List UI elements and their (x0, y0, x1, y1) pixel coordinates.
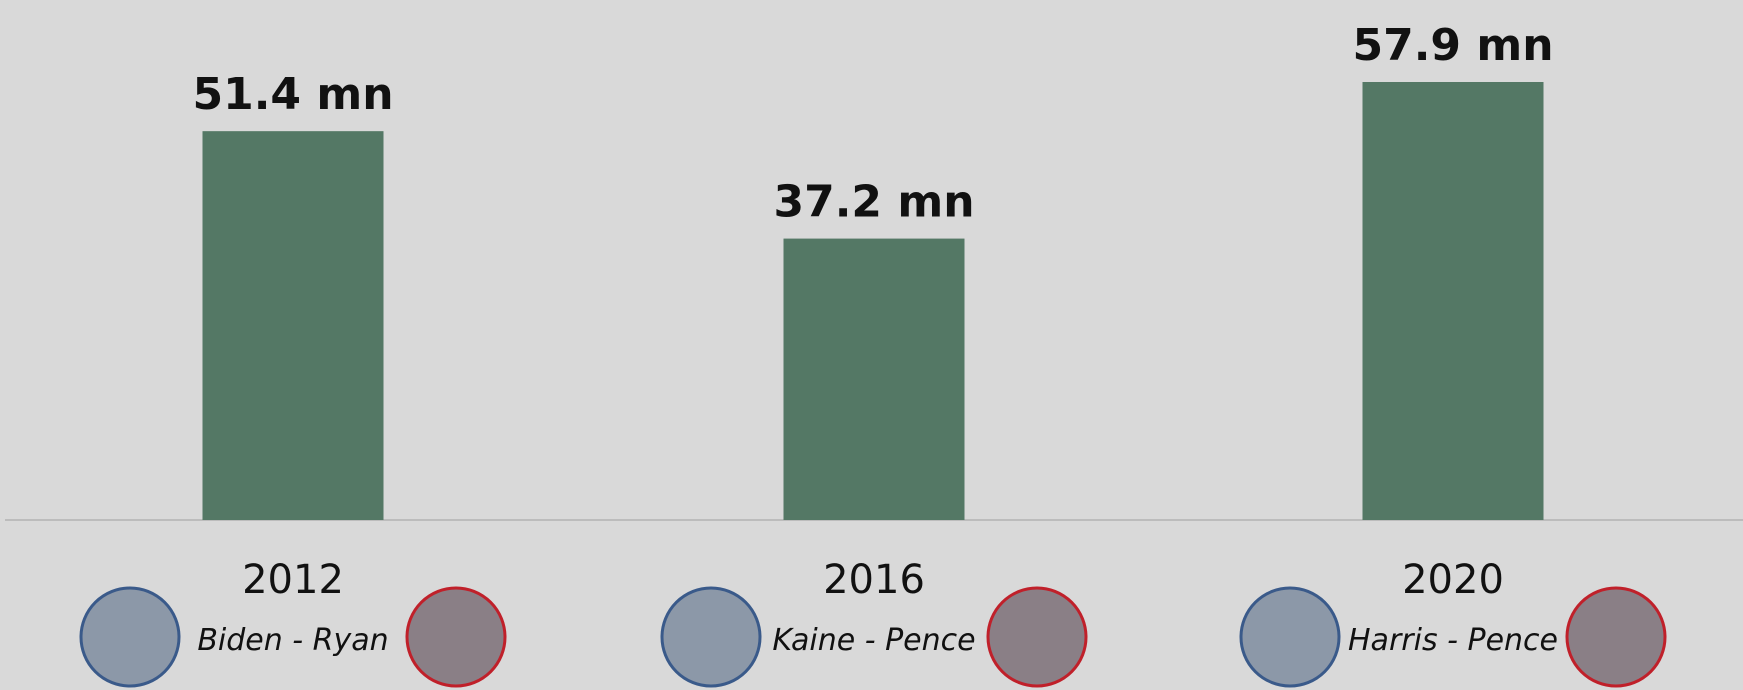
x-tick-label: 2016 (823, 557, 925, 603)
candidate-photo (405, 586, 507, 688)
candidate-photo (79, 586, 181, 688)
candidate-photo (1565, 586, 1667, 688)
bar (783, 238, 965, 520)
candidate-photo (1239, 586, 1341, 688)
x-tick-label: 2020 (1402, 557, 1504, 603)
matchup-label: Biden - Ryan (197, 623, 388, 658)
bar (202, 131, 384, 520)
matchup-label: Harris - Pence (1348, 623, 1558, 658)
candidate-photo (660, 586, 762, 688)
value-label: 51.4 mn (192, 69, 393, 120)
x-tick-label: 2012 (242, 557, 344, 603)
candidate-photo (986, 586, 1088, 688)
value-label: 57.9 mn (1352, 20, 1553, 71)
bar (1362, 82, 1544, 520)
matchup-label: Kaine - Pence (772, 623, 975, 658)
value-label: 37.2 mn (773, 177, 974, 228)
